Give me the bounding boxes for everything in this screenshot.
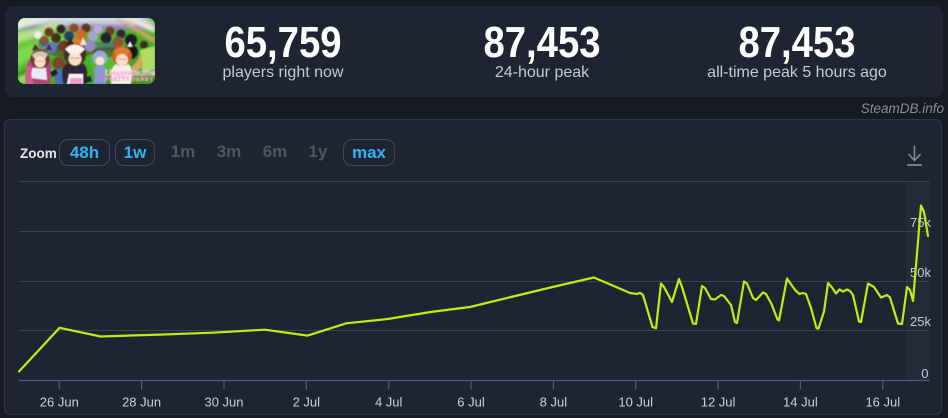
svg-text:14 Jul: 14 Jul [783,395,818,410]
svg-text:10 Jul: 10 Jul [618,395,653,410]
svg-text:12 Jul: 12 Jul [701,395,736,410]
svg-text:4 Jul: 4 Jul [375,395,403,410]
svg-text:2 Jul: 2 Jul [293,395,321,410]
svg-text:PRETTY DERBY: PRETTY DERBY [105,77,154,83]
svg-text:8 Jul: 8 Jul [540,395,568,410]
svg-text:16 Jul: 16 Jul [865,395,900,410]
svg-text:26 Jun: 26 Jun [40,395,79,410]
svg-text:30 Jun: 30 Jun [204,395,243,410]
svg-text:25k: 25k [910,314,931,329]
svg-text:6 Jul: 6 Jul [457,395,485,410]
svg-text:28 Jun: 28 Jun [122,395,161,410]
svg-text:Umamusume: Umamusume [105,68,155,78]
svg-text:50k: 50k [910,265,931,280]
svg-text:0: 0 [921,366,928,381]
